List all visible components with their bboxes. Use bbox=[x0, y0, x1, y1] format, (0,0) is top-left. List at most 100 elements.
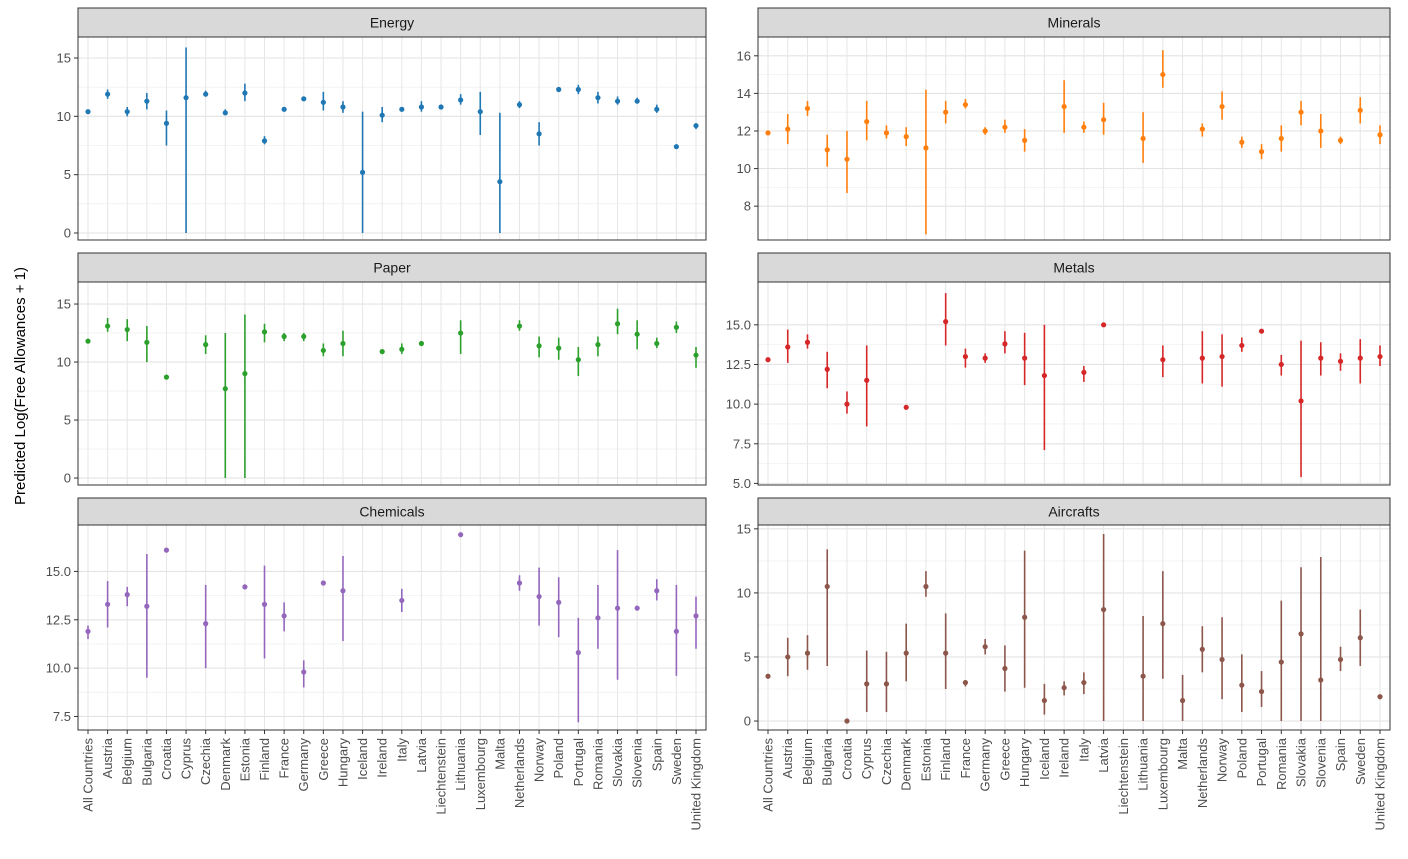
data-point bbox=[614, 321, 621, 327]
x-tick-label: Latvia bbox=[414, 737, 429, 772]
data-point bbox=[693, 123, 699, 129]
x-tick-label: Estonia bbox=[237, 737, 252, 781]
x-tick-label: Poland bbox=[551, 738, 566, 778]
x-tick-label: Sweden bbox=[1353, 738, 1368, 785]
data-point bbox=[261, 138, 268, 144]
data-point bbox=[536, 131, 542, 137]
data-point bbox=[982, 128, 988, 134]
data-point bbox=[1219, 656, 1225, 663]
data-point bbox=[340, 588, 346, 594]
y-tick-label: 10 bbox=[57, 109, 71, 124]
data-point bbox=[399, 346, 405, 352]
facet-strip bbox=[77, 252, 707, 283]
x-tick-label: Luxembourg bbox=[473, 738, 488, 810]
data-point bbox=[1357, 355, 1363, 361]
facet-title: Energy bbox=[370, 15, 414, 31]
data-point bbox=[1278, 659, 1284, 665]
data-point bbox=[693, 352, 699, 358]
data-point bbox=[1239, 342, 1245, 349]
y-tick-label: 15 bbox=[57, 51, 71, 66]
panel-border bbox=[757, 524, 1391, 731]
data-point bbox=[595, 615, 601, 621]
data-point bbox=[242, 584, 248, 590]
facet-strip bbox=[757, 252, 1391, 283]
data-point bbox=[1219, 103, 1225, 110]
data-point bbox=[105, 323, 111, 329]
x-tick-label: Netherlands bbox=[1195, 738, 1210, 809]
data-point bbox=[614, 98, 621, 104]
data-point bbox=[864, 681, 870, 687]
x-tick-label: Italy bbox=[394, 738, 409, 762]
data-point bbox=[458, 330, 464, 336]
x-tick-label: United Kingdom bbox=[689, 738, 704, 831]
y-tick-label: 14 bbox=[737, 86, 751, 101]
facet-strip bbox=[757, 7, 1391, 38]
data-point bbox=[1318, 128, 1324, 134]
data-point bbox=[340, 104, 346, 110]
y-tick-label: 7.5 bbox=[53, 709, 71, 724]
data-point bbox=[458, 532, 464, 538]
data-point bbox=[124, 109, 130, 115]
data-point bbox=[222, 386, 228, 392]
data-point bbox=[124, 592, 130, 598]
data-point bbox=[1041, 697, 1047, 704]
data-point bbox=[844, 156, 850, 162]
data-point bbox=[536, 593, 542, 600]
data-point bbox=[556, 345, 562, 351]
data-point bbox=[203, 342, 209, 348]
x-tick-label: Germany bbox=[978, 738, 993, 792]
y-tick-label: 15.0 bbox=[46, 564, 71, 579]
data-point bbox=[575, 650, 581, 656]
data-point bbox=[1041, 372, 1047, 379]
panel-border bbox=[757, 36, 1391, 241]
data-point bbox=[85, 109, 91, 115]
x-tick-label: All Countries bbox=[81, 738, 96, 812]
y-tick-label: 7.5 bbox=[733, 436, 751, 451]
panel-minerals: Minerals 8 10 12 14 16 bbox=[737, 7, 1391, 241]
data-point bbox=[1357, 635, 1363, 641]
y-tick-label: 15 bbox=[57, 297, 71, 312]
x-tick-label: Bulgaria bbox=[139, 737, 154, 785]
data-point bbox=[1179, 697, 1186, 704]
data-point bbox=[844, 718, 850, 724]
data-point bbox=[418, 104, 425, 110]
x-tick-label: Latvia bbox=[1096, 737, 1111, 772]
x-tick-label: Bulgaria bbox=[820, 737, 835, 785]
y-tick-label: 12 bbox=[737, 123, 751, 138]
data-point bbox=[693, 613, 699, 619]
data-point bbox=[1140, 673, 1146, 679]
data-point bbox=[1377, 132, 1383, 138]
data-point bbox=[785, 654, 791, 660]
x-tick-label: Denmark bbox=[899, 738, 914, 791]
data-point bbox=[1298, 109, 1304, 115]
data-point bbox=[144, 339, 150, 345]
data-point bbox=[144, 603, 150, 609]
data-point bbox=[903, 134, 909, 140]
x-tick-label: Iceland bbox=[1037, 738, 1052, 780]
data-point bbox=[242, 90, 248, 96]
data-point bbox=[1219, 353, 1225, 360]
data-point bbox=[105, 91, 111, 97]
data-point bbox=[804, 105, 811, 112]
data-point bbox=[105, 601, 111, 607]
data-point bbox=[399, 106, 405, 112]
data-point bbox=[261, 329, 268, 335]
data-point bbox=[261, 601, 268, 607]
data-point bbox=[203, 91, 209, 97]
data-point bbox=[1298, 631, 1304, 637]
data-point bbox=[654, 588, 660, 594]
facet-title: Metals bbox=[1053, 260, 1094, 276]
data-point bbox=[183, 95, 189, 101]
data-point bbox=[1239, 139, 1245, 145]
data-point bbox=[1199, 126, 1205, 132]
data-point bbox=[1199, 355, 1205, 361]
data-point bbox=[1239, 682, 1245, 688]
data-point bbox=[301, 669, 307, 675]
data-point bbox=[1337, 137, 1344, 143]
data-point bbox=[595, 342, 601, 348]
data-point bbox=[1377, 353, 1383, 360]
data-point bbox=[1101, 606, 1107, 613]
data-point bbox=[320, 99, 326, 105]
x-tick-label: Czechia bbox=[879, 737, 894, 785]
